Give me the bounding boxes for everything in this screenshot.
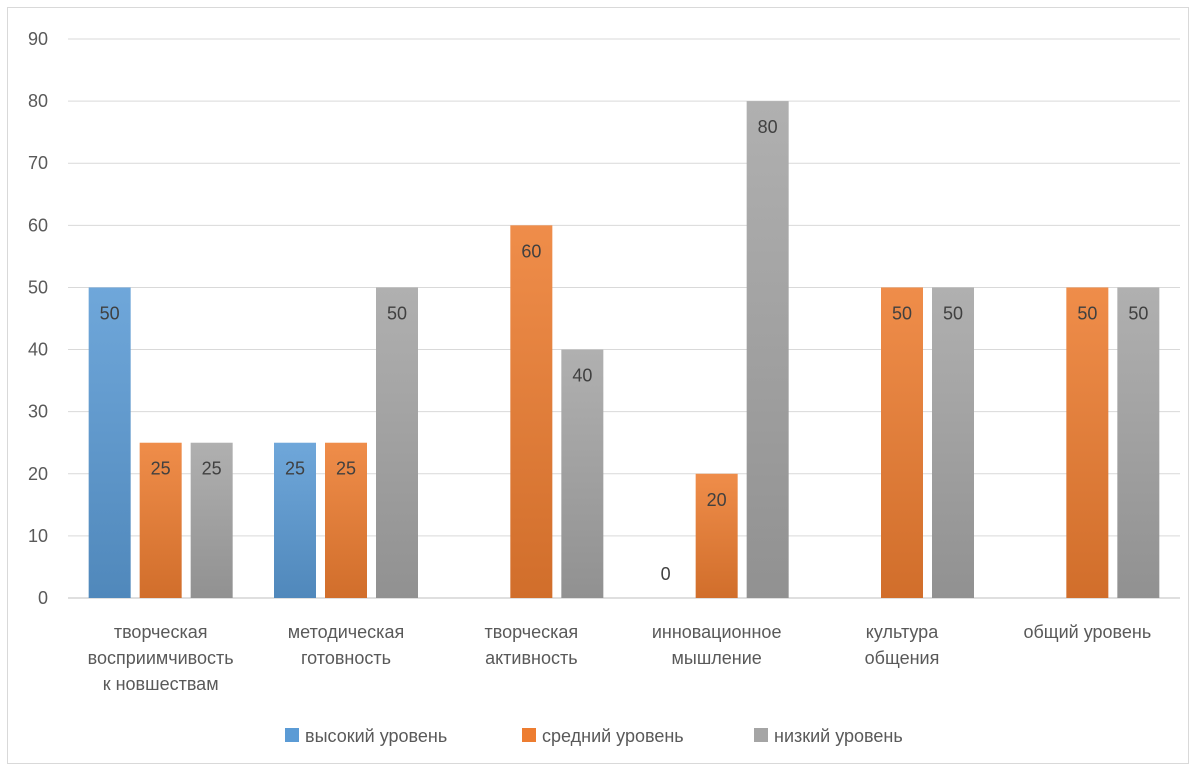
bar [1117, 287, 1160, 598]
legend: высокий уровень средний уровень низкий уро… [285, 726, 903, 746]
bar [1066, 287, 1109, 598]
bar [932, 287, 974, 598]
data-label: 50 [943, 303, 963, 323]
x-category-label: инновационное мышление [652, 622, 782, 668]
y-tick-label: 40 [28, 340, 48, 360]
bar [325, 442, 367, 598]
bar [746, 101, 789, 598]
y-tick-label: 70 [28, 153, 48, 173]
data-label: 50 [100, 303, 120, 323]
bar [695, 473, 738, 598]
y-tick-label: 80 [28, 91, 48, 111]
bar [510, 225, 553, 599]
legend-swatch [754, 728, 768, 742]
x-category-label: методическая готовность [288, 622, 404, 668]
bar [881, 287, 923, 598]
legend-label: высокий уровень [305, 726, 447, 746]
y-axis-ticks: 0 10 20 30 40 50 60 70 80 90 [28, 29, 48, 608]
y-tick-label: 20 [28, 464, 48, 484]
data-label: 20 [707, 490, 727, 510]
x-category-label: творческая активность [485, 622, 579, 668]
bar [139, 442, 182, 598]
gridlines [68, 38, 1180, 599]
y-tick-label: 30 [28, 402, 48, 422]
data-label: 50 [1128, 303, 1148, 323]
data-label: 50 [892, 303, 912, 323]
data-label: 40 [572, 366, 592, 386]
data-label: 25 [151, 459, 171, 479]
x-category-label: творческая восприимчивость к новшествам [88, 622, 234, 694]
y-tick-label: 50 [28, 277, 48, 297]
data-labels: 50 25 25 25 25 50 60 40 0 20 80 50 50 50 50 [100, 117, 1149, 584]
x-category-label: культура общения [865, 622, 940, 668]
data-label: 25 [285, 459, 305, 479]
x-category-label: общий уровень [1023, 622, 1151, 642]
chart-frame [7, 7, 1189, 764]
bars [88, 101, 1160, 599]
bar [88, 287, 131, 598]
legend-label: средний уровень [542, 726, 684, 746]
data-label: 50 [387, 303, 407, 323]
legend-item[interactable]: средний уровень [522, 726, 684, 746]
legend-swatch [285, 728, 299, 742]
data-label: 50 [1077, 303, 1097, 323]
data-label: 25 [336, 459, 356, 479]
bar [376, 287, 418, 598]
y-tick-label: 90 [28, 29, 48, 49]
bar [561, 349, 604, 598]
bar [274, 442, 316, 598]
x-axis-categories: творческая восприимчивость к новшествам мет… [88, 622, 1152, 694]
y-tick-label: 60 [28, 215, 48, 235]
data-label: 0 [661, 564, 671, 584]
legend-item[interactable]: низкий уровень [754, 726, 903, 746]
y-tick-label: 0 [38, 588, 48, 608]
legend-item[interactable]: высокий уровень [285, 726, 447, 746]
y-tick-label: 10 [28, 526, 48, 546]
legend-swatch [522, 728, 536, 742]
data-label: 25 [202, 459, 222, 479]
data-label: 80 [758, 117, 778, 137]
bar [190, 442, 233, 598]
data-label: 60 [521, 241, 541, 261]
legend-label: низкий уровень [774, 726, 903, 746]
